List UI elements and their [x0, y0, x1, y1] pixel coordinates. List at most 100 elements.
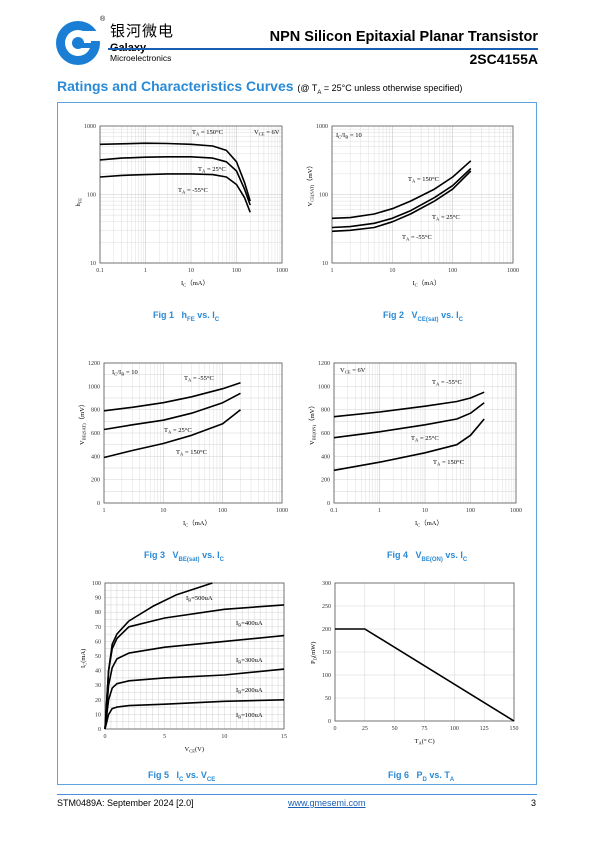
fig3-xtick-label: 1000 [276, 508, 288, 514]
fig3-label-150: TA = 150°C [176, 449, 207, 457]
fig1-label-25: TA = 25°C [198, 166, 226, 174]
fig1-xtick-label: 10 [188, 268, 194, 274]
fig3-ytick-label: 800 [91, 408, 100, 414]
fig2-caption: Fig 2 VCE(sat) vs. IC [383, 310, 463, 323]
fig6-ytick-label: 150 [322, 650, 331, 656]
fig1-label-m55: TA = -55°C [178, 187, 208, 195]
fig1-caption: Fig 1 hFE vs. IC [153, 310, 220, 323]
fig4-label-150: TA = 150°C [433, 459, 464, 467]
fig5-ytick-label: 20 [95, 698, 101, 704]
fig4-caption: Fig 4 VBE(ON) vs. IC [387, 550, 468, 563]
fig3-ytick-label: 200 [91, 478, 100, 484]
fig5-chart: 0 5 10 15 0 10 20 30 40 50 60 70 80 90 100 VCE(V) IC(mA) [80, 581, 287, 754]
fig3-series-1 [103, 392, 241, 431]
fig5-ytick-label: 30 [95, 683, 101, 689]
fig3-ytick-label: 0 [97, 501, 100, 507]
fig5-ytick-label: 80 [95, 610, 101, 616]
galaxy-logo-icon [56, 21, 102, 65]
fig2-series-1 [331, 167, 472, 229]
header-divider [108, 48, 538, 50]
fig1-chart: 0.1 1 10 100 1000 10 100 1000 IC（mA） hFE [75, 124, 288, 288]
fig5-xtick-label: 0 [104, 734, 107, 740]
fig1-annotation-vce: VCE = 6V [254, 129, 280, 137]
fig5-xtick-label: 10 [221, 734, 227, 740]
fig6-xtick-label: 25 [362, 726, 368, 732]
fig2-xtick-label: 100 [448, 268, 457, 274]
website-link-text[interactable]: www.gmesemi.com [288, 798, 366, 808]
fig5-ytick-label: 10 [95, 712, 101, 718]
document-id: STM0489A: September 2024 [2.0] [57, 798, 194, 808]
fig1-xlabel: IC（mA） [181, 279, 209, 288]
fig5-series-2 [104, 634, 285, 730]
registered-mark: ® [100, 16, 106, 23]
fig2-ytick-label: 10 [322, 261, 328, 267]
fig2-label-25: TA = 25°C [432, 214, 460, 222]
fig2-label-m55: TA = -55°C [402, 234, 432, 242]
fig2-plot-border [331, 125, 514, 264]
fig2-xtick-label: 1 [331, 268, 334, 274]
fig4-xlabel: IC（mA） [415, 519, 443, 528]
fig6-caption: Fig 6 PD vs. TA [388, 770, 455, 783]
fig6-xtick-label: 0 [334, 726, 337, 732]
fig6-ytick-label: 0 [328, 719, 331, 725]
fig6-ytick-label: 250 [322, 604, 331, 610]
fig4-series-1 [333, 402, 485, 439]
fig4-xtick-label: 0.1 [330, 508, 338, 514]
fig4-chart: 0.1 1 10 100 1000 0 200 400 600 800 1000 1200 IC（mA）… [308, 361, 522, 528]
fig2-annotation-ratio: IC/IB = 10 [336, 132, 362, 140]
fig5-series-4 [104, 699, 285, 730]
fig4-plot-border [333, 362, 517, 504]
fig3-annotation-ratio: IC/IB = 10 [112, 369, 138, 377]
fig2-xlabel: IC（mA） [413, 279, 441, 288]
fig1-ytick-label: 1000 [84, 124, 96, 130]
fig3-label-m55: TA = -55°C [184, 375, 214, 383]
fig6-xtick-label: 75 [422, 726, 428, 732]
fig5-ylabel: IC(mA) [80, 649, 88, 668]
fig6-ylabel: PD(mW) [310, 642, 318, 664]
fig2-series-0 [331, 160, 472, 220]
fig4-ylabel: VBE(ON)（mV） [308, 402, 317, 445]
fig2-series-2 [331, 170, 472, 233]
fig6-xtick-label: 50 [392, 726, 398, 732]
fig5-ytick-label: 40 [95, 669, 101, 675]
fig1-ytick-label: 10 [90, 261, 96, 267]
fig4-ytick-label: 1000 [318, 384, 330, 390]
fig5-ytick-label: 70 [95, 625, 101, 631]
brand-subname: Microelectronics [110, 53, 172, 63]
fig4-xtick-label: 1000 [510, 508, 522, 514]
fig3-ylabel: VBE(SAT)（mV） [78, 401, 87, 445]
fig4-ytick-label: 400 [321, 454, 330, 460]
fig6-ytick-label: 100 [322, 673, 331, 679]
fig3-ytick-label: 1000 [88, 384, 100, 390]
fig3-ytick-label: 400 [91, 454, 100, 460]
fig3-xtick-label: 10 [160, 508, 166, 514]
fig5-series-3 [104, 668, 285, 730]
charts-frame [57, 102, 537, 785]
fig4-xtick-label: 1 [378, 508, 381, 514]
fig6-chart: 0 25 50 75 100 125 150 0 50 100 150 200 250 300 TA(° C… [310, 581, 519, 746]
fig1-plot-border [99, 125, 283, 264]
fig2-label-150: TA = 150°C [408, 176, 439, 184]
fig1-series-1 [99, 156, 251, 206]
page-number: 3 [531, 798, 537, 808]
fig5-label-500: IB=500uA [186, 595, 213, 603]
fig1-label-150: TA = 150°C [192, 129, 223, 137]
fig5-plot-border [104, 582, 285, 730]
fig6-xlabel: TA(° C) [415, 738, 435, 746]
fig6-plot-border [334, 582, 515, 722]
fig3-ytick-label: 1200 [88, 361, 100, 367]
footer-divider [57, 794, 537, 795]
fig5-label-400: IB=400uA [236, 620, 263, 628]
website-link[interactable]: www.gmesemi.com [288, 798, 366, 808]
fig4-series-0 [333, 391, 485, 418]
fig4-series-2 [333, 418, 485, 472]
fig5-ytick-label: 50 [95, 654, 101, 660]
fig1-series-2 [99, 173, 251, 213]
fig1-ytick-label: 100 [87, 193, 96, 199]
fig5-caption: Fig 5 IC vs. VCE [148, 770, 216, 783]
part-number: 2SC4155A [469, 51, 539, 67]
fig3-xlabel: IC（mA） [183, 519, 211, 528]
fig6-ytick-label: 200 [322, 627, 331, 633]
section-condition: (@ TA = 25°C unless otherwise specified) [297, 83, 463, 96]
